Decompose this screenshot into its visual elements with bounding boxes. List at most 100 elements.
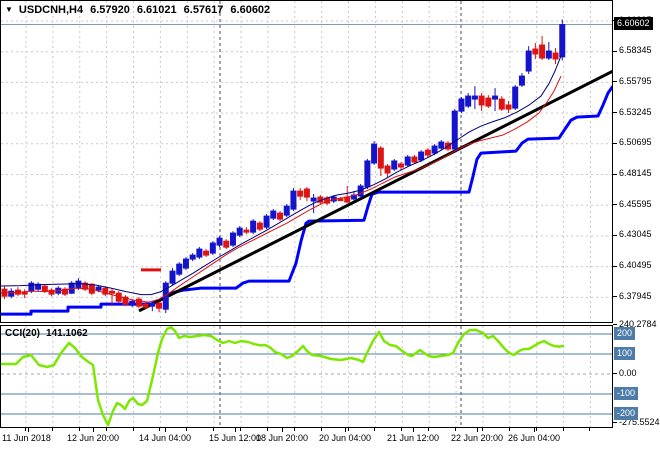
candle-body: [28, 282, 35, 292]
cci-max-label: 240.2784: [619, 318, 657, 329]
cci-name: CCI(20): [5, 328, 41, 339]
time-tick-label: 21 Jun 12:00: [386, 433, 440, 443]
cci-level-badge: 200: [614, 326, 636, 340]
candle-body: [182, 258, 189, 269]
time-tick: [132, 428, 134, 431]
time-tick-major: [345, 428, 346, 432]
candle-body: [337, 198, 344, 202]
time-tick-label: 14 Jun 04:00: [138, 433, 192, 443]
time-tick: [213, 428, 215, 431]
time-tick-label: 12 Jun 20:00: [66, 433, 120, 443]
cci-level-badge: 100: [614, 346, 636, 360]
candle-body: [518, 75, 525, 86]
time-tick: [535, 428, 537, 431]
time-tick-label: 15 Jun 12:00: [208, 433, 262, 443]
cci-indicator-panel[interactable]: [0, 325, 613, 428]
time-tick: [51, 428, 53, 431]
candle-body: [48, 289, 55, 295]
current-price-badge: 6.60602: [614, 17, 653, 31]
candle-body: [169, 270, 176, 284]
cci-level-badge: -200: [614, 406, 639, 420]
candle-body: [236, 227, 243, 236]
candle-body: [250, 220, 257, 233]
candles-layer: [1, 19, 566, 314]
ohlc-open: 6.57920: [90, 4, 130, 16]
candle-body: [95, 286, 102, 291]
candle-body: [297, 190, 304, 197]
candle-body: [418, 151, 425, 161]
time-tick-major: [413, 428, 414, 432]
ma-navy-line: [1, 55, 562, 296]
ohlc-high: 6.61021: [136, 4, 177, 16]
axis-tick: [613, 265, 617, 267]
candle-body: [424, 149, 431, 156]
candle-body: [129, 300, 136, 306]
time-tick: [78, 428, 80, 431]
candlestick-chart[interactable]: [1, 1, 612, 322]
cci-zero-label: 0.00: [619, 367, 637, 378]
cci-indicator-label: CCI(20) 141.1062: [5, 328, 94, 339]
main-chart-panel[interactable]: [0, 0, 613, 323]
candle-body: [384, 165, 391, 174]
candle-body: [512, 86, 519, 109]
collapse-arrow-icon[interactable]: ▼: [5, 5, 13, 14]
axis-tick: [613, 204, 617, 206]
time-tick: [562, 428, 564, 431]
candle-body: [41, 285, 48, 292]
candle-body: [451, 110, 458, 150]
candle-body: [545, 50, 552, 59]
cci-chart[interactable]: [1, 326, 612, 427]
time-tick: [105, 428, 107, 431]
candle-body: [471, 95, 478, 100]
candle-body: [216, 237, 223, 246]
time-tick: [481, 428, 483, 431]
time-tick-label: 20 Jun 04:00: [318, 433, 372, 443]
time-tick-major: [165, 428, 166, 432]
candle-body: [122, 296, 129, 305]
time-tick-major: [28, 428, 29, 432]
candle-body: [102, 287, 109, 295]
candle-body: [189, 254, 196, 260]
candle-body: [559, 24, 566, 58]
candle-body: [498, 98, 505, 110]
time-tick: [320, 428, 322, 431]
candle-body: [8, 290, 15, 297]
candle-body: [404, 156, 411, 166]
candle-body: [391, 160, 398, 170]
time-tick: [589, 428, 591, 431]
time-tick: [455, 428, 457, 431]
price-tick-label: 6.37945: [619, 290, 652, 301]
time-axis[interactable]: 11 Jun 2018 12 Jun 20:00 14 Jun 04:00 15 Ju…: [0, 428, 660, 450]
candle-body: [303, 188, 310, 198]
candle-body: [532, 48, 539, 55]
time-tick-label: 22 Jun 20:00: [450, 433, 504, 443]
price-tick-label: 6.40495: [619, 260, 652, 271]
price-tick-label: 6.58345: [619, 45, 652, 56]
price-tick-label: 6.48145: [619, 168, 652, 178]
candle-body: [135, 298, 142, 307]
cci-value: 141.1062: [46, 328, 88, 339]
price-axis[interactable]: 6.608956.583456.557956.532456.506956.481…: [613, 0, 660, 428]
axis-tick: [613, 112, 617, 114]
candle-body: [243, 229, 250, 233]
candle-body: [156, 302, 163, 309]
trendline: [138, 69, 612, 313]
candle-body: [377, 147, 384, 169]
candle-body: [485, 97, 492, 107]
candle-body: [229, 232, 236, 246]
time-tick: [266, 428, 268, 431]
price-tick-label: 6.53245: [619, 106, 652, 117]
time-tick-label: 11 Jun 2018: [2, 433, 51, 443]
axis-tick: [613, 373, 617, 374]
candle-body: [438, 141, 445, 149]
candle-body: [465, 95, 472, 107]
candle-body: [539, 44, 546, 59]
candle-body: [525, 50, 532, 72]
axis-tick: [613, 81, 617, 83]
candle-body: [290, 190, 297, 210]
axis-tick: [613, 50, 617, 52]
candle-body: [256, 222, 263, 230]
cci-series-line: [1, 326, 565, 427]
time-tick: [374, 428, 376, 431]
